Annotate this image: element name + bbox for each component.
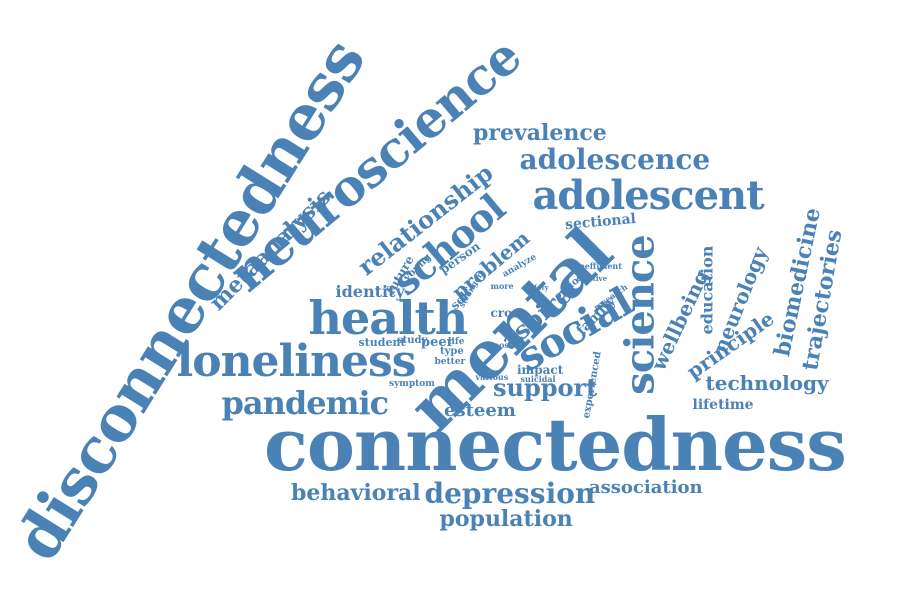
word-suicidal: suicidal xyxy=(520,374,556,384)
word-technology: technology xyxy=(705,371,829,395)
word-symptom: symptom xyxy=(389,378,435,389)
word-association: association xyxy=(589,477,703,498)
word-science: science xyxy=(616,235,664,395)
word-various: various xyxy=(475,372,509,382)
word-type: type xyxy=(440,346,464,357)
word-student: student xyxy=(358,335,406,349)
word-connectedness: connectedness xyxy=(264,402,847,487)
word-post: post xyxy=(493,340,513,350)
word-adolescence: adolescence xyxy=(519,143,711,176)
word-education: education xyxy=(696,245,716,335)
word-population: population xyxy=(439,506,573,532)
word-adolescent: adolescent xyxy=(532,172,765,219)
word-coefficient: coefficient xyxy=(574,261,622,271)
word-depression: depression xyxy=(424,477,596,510)
word-pandemic: pandemic xyxy=(221,384,390,422)
word-identity: identity xyxy=(335,282,405,301)
word-better: better xyxy=(434,356,466,367)
word-life: life xyxy=(448,336,465,347)
word-study: study xyxy=(397,335,428,346)
word-positive: positive xyxy=(576,273,608,283)
word-peer: peer xyxy=(421,334,454,350)
word-health: health xyxy=(308,291,469,345)
word-safety: safety xyxy=(525,282,549,292)
word-impact: impact xyxy=(517,363,564,377)
word-loneliness: loneliness xyxy=(176,336,417,387)
word-cross: cross xyxy=(490,306,526,320)
word-prevalence: prevalence xyxy=(473,120,607,146)
word-more: more xyxy=(490,281,514,291)
word-behavioral: behavioral xyxy=(291,480,421,506)
word-support: support xyxy=(493,373,598,402)
word-lifetime: lifetime xyxy=(692,397,754,413)
word-esteem: esteem xyxy=(444,400,516,421)
